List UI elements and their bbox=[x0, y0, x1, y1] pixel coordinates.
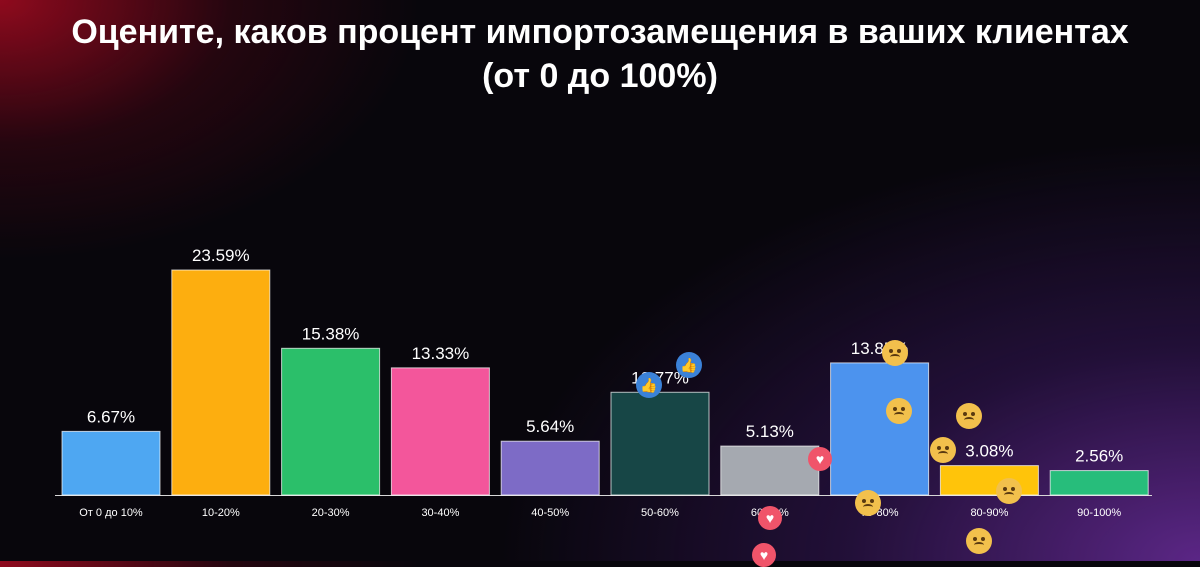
x-tick-label: 10-20% bbox=[202, 507, 240, 519]
bar bbox=[390, 367, 490, 496]
sad-face-icon bbox=[996, 478, 1022, 504]
sad-face-icon bbox=[966, 528, 992, 554]
x-tick-label: 40-50% bbox=[531, 507, 569, 519]
data-label: 6.67% bbox=[87, 407, 135, 426]
bar bbox=[939, 465, 1039, 496]
bar bbox=[830, 362, 930, 496]
like-icon: 👍 bbox=[636, 372, 662, 398]
like-icon: 👍 bbox=[676, 352, 702, 378]
bar bbox=[281, 347, 381, 496]
sad-face-icon bbox=[930, 437, 956, 463]
wow-face-icon bbox=[882, 340, 908, 366]
chart-title: Оцените, каков процент импортозамещения … bbox=[0, 10, 1200, 98]
bar bbox=[610, 391, 710, 496]
title-line-2: (от 0 до 100%) bbox=[482, 57, 718, 95]
bar bbox=[500, 440, 600, 496]
x-tick-label: От 0 до 10% bbox=[79, 507, 143, 519]
data-label: 23.59% bbox=[192, 246, 250, 265]
heart-icon: ♥ bbox=[752, 543, 776, 567]
data-label: 13.33% bbox=[412, 344, 470, 363]
laugh-face-icon bbox=[855, 490, 881, 516]
bar bbox=[720, 445, 820, 496]
data-label: 15.38% bbox=[302, 324, 360, 343]
title-line-1: Оцените, каков процент импортозамещения … bbox=[71, 13, 1129, 51]
data-label: 3.08% bbox=[965, 442, 1013, 461]
x-tick-label: 50-60% bbox=[641, 507, 679, 519]
x-tick-label: 80-90% bbox=[970, 507, 1008, 519]
x-tick-label: 90-100% bbox=[1077, 507, 1121, 519]
sad-face-icon bbox=[956, 403, 982, 429]
data-label: 2.56% bbox=[1075, 447, 1123, 466]
x-tick-label: 20-30% bbox=[312, 507, 350, 519]
bar bbox=[61, 430, 161, 496]
heart-icon: ♥ bbox=[808, 447, 832, 471]
heart-icon: ♥ bbox=[758, 506, 782, 530]
data-label: 5.64% bbox=[526, 417, 574, 436]
sad-face-icon bbox=[886, 398, 912, 424]
bar bbox=[171, 269, 271, 496]
bar bbox=[1049, 470, 1149, 496]
x-tick-label: 30-40% bbox=[421, 507, 459, 519]
data-label: 5.13% bbox=[746, 422, 794, 441]
